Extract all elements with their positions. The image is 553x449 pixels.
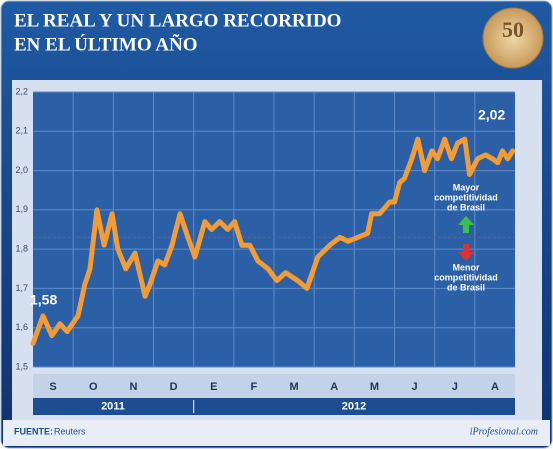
arrow-down [458,244,474,261]
x-tick-label: J [452,381,458,393]
annotation: Menor [453,262,480,272]
footer [3,420,550,446]
y-tick-label: 1,8 [15,244,28,254]
title-line: EL REAL Y UN LARGO RECORRIDO [14,10,341,31]
x-tick-label: O [89,381,98,393]
annotation: competitividad [434,272,498,282]
month-strip [33,374,515,398]
series-line [30,136,516,346]
y-tick-label: 1,9 [15,204,28,214]
y-tick-label: 1,6 [15,322,28,332]
x-tick-label: A [330,381,338,393]
y-tick-label: 2,1 [15,126,28,136]
coin-icon [482,7,544,69]
y-tick-label: 1,5 [15,361,28,371]
x-tick-label: A [491,381,499,393]
x-tick-label: F [251,381,258,393]
annotation: competitividad [434,192,498,202]
annotation: 2,02 [478,107,505,123]
x-tick-label: E [210,381,217,393]
title-line: EN EL ÚLTIMO AÑO [14,33,198,55]
x-tick-label: S [49,381,56,393]
year-bar [33,398,515,415]
y-tick-label: 2,2 [15,86,28,96]
y-tick-label: 1,7 [15,283,28,293]
x-tick-label: N [129,381,137,393]
year-label: 2012 [342,400,366,412]
arrow-up [458,216,474,233]
annotation: Mayor [453,182,480,192]
x-tick-label: D [170,381,178,393]
x-tick-label: J [412,381,418,393]
credit: iProfesional.com [470,426,538,437]
x-tick-label: M [370,381,379,393]
x-tick-label: M [289,381,298,393]
coin-mark: 50 [502,17,524,42]
y-tick-label: 2,0 [15,165,28,175]
annotation: de Brasil [447,202,485,212]
annotation: de Brasil [447,282,485,292]
annotation: 1,58 [30,292,57,308]
year-label: 2011 [101,400,125,412]
source-label: FUENTE: [14,426,53,436]
source: Reuters [54,426,86,436]
